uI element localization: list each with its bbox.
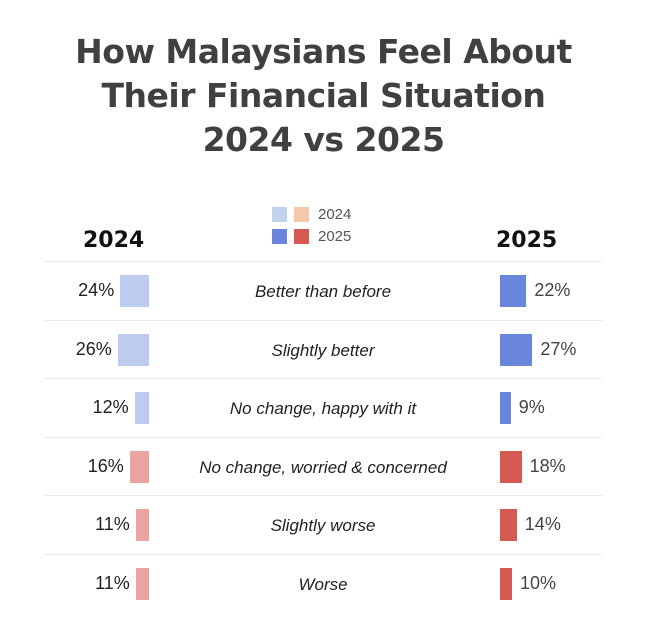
value-label-2025: 9% <box>518 397 545 417</box>
chart-row: 11% Worse 10% <box>43 553 603 613</box>
bar-2024 <box>135 509 149 541</box>
value-label-2024: 11% <box>95 572 130 593</box>
legend-swatch-2025-negative <box>294 228 309 244</box>
bar-2025 <box>500 450 522 483</box>
chart-row: 26% Slightly better 27% <box>43 319 603 379</box>
value-label-2024: 26% <box>75 338 112 359</box>
category-label: Slightly worse <box>270 516 376 535</box>
category-label: Worse <box>298 574 348 594</box>
bar-2024 <box>117 333 149 366</box>
value-label-2025: 14% <box>524 514 561 534</box>
legend-label-2024: 2024 <box>318 205 352 223</box>
legend-label-2025: 2025 <box>318 227 352 245</box>
bar-2025 <box>500 567 512 600</box>
bar-2024 <box>134 392 149 424</box>
chart-row: 16% No change, worried & concerned 18% <box>43 436 603 496</box>
value-label-2025: 10% <box>520 572 557 593</box>
legend-swatch-2024-negative <box>294 206 309 222</box>
bar-2025 <box>500 333 533 366</box>
value-label-2025: 22% <box>534 280 571 300</box>
category-label: Slightly better <box>271 340 375 360</box>
value-label-2024: 11% <box>95 514 130 534</box>
column-header-2024: 2024 <box>83 228 145 253</box>
bar-2024 <box>135 567 149 600</box>
legend-entry-2025: 2025 <box>272 225 351 247</box>
chart-row: 11% Slightly worse 14% <box>43 495 603 554</box>
category-label: No change, happy with it <box>229 399 417 418</box>
bar-2024 <box>120 275 149 307</box>
legend-entry-2024: 2024 <box>272 203 351 225</box>
bar-2025 <box>500 392 511 424</box>
value-label-2024: 16% <box>87 455 124 476</box>
chart-rows: 24% Better than before 22% 26% Slightly bett… <box>43 261 603 612</box>
chart-row: 12% No change, happy with it 9% <box>43 378 603 437</box>
value-label-2024: 12% <box>92 397 129 417</box>
value-label-2024: 24% <box>78 280 115 300</box>
legend-swatch-2024-positive <box>272 206 287 222</box>
category-label: Better than before <box>254 282 392 301</box>
chart-title: How Malaysians Feel About Their Financia… <box>0 30 647 162</box>
value-label-2025: 18% <box>529 455 566 476</box>
category-label: No change, worried & concerned <box>199 457 447 477</box>
bar-2025 <box>500 509 517 541</box>
legend-swatch-2025-positive <box>272 228 287 244</box>
bar-2024 <box>129 450 149 483</box>
title-line-3: 2024 vs 2025 <box>202 120 445 159</box>
chart-row: 24% Better than before 22% <box>43 261 603 320</box>
title-line-1: How Malaysians Feel About <box>75 32 572 71</box>
value-label-2025: 27% <box>540 338 577 359</box>
title-line-2: Their Financial Situation <box>101 76 546 115</box>
legend: 2024 2025 <box>272 203 351 247</box>
column-header-2025: 2025 <box>496 228 558 253</box>
bar-2025 <box>500 275 527 307</box>
